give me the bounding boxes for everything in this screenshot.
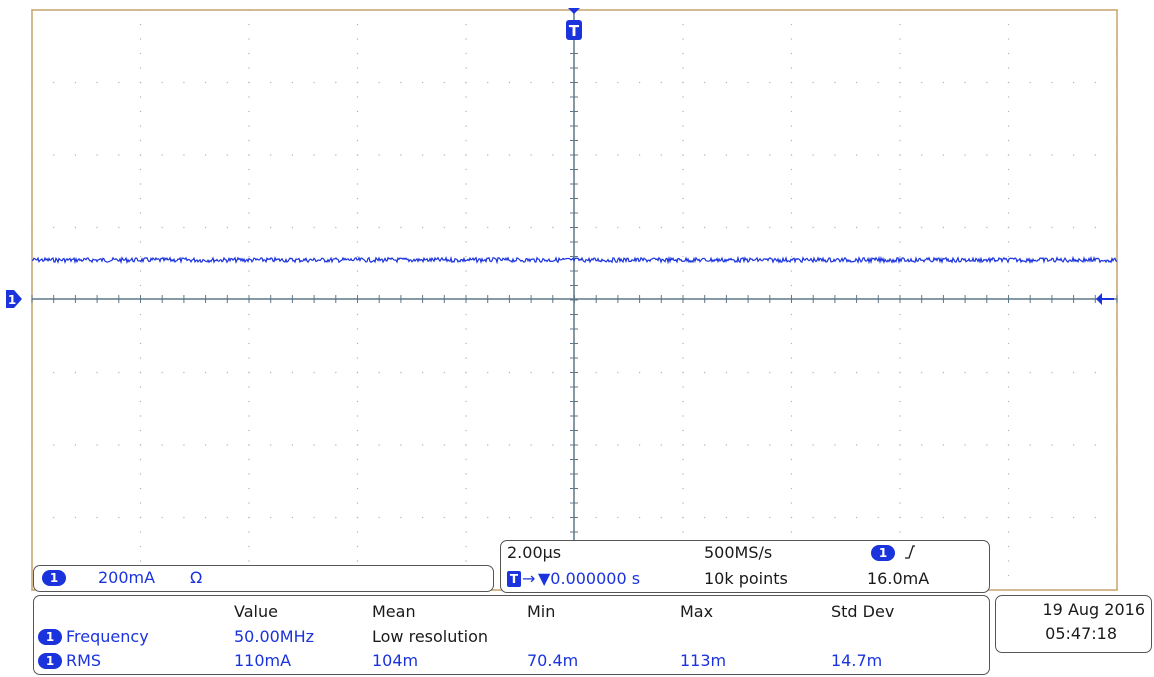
trigger-level-arrow-icon[interactable] bbox=[1096, 293, 1114, 305]
coupling-symbol: Ω bbox=[190, 568, 203, 587]
row-1-value: 50.00MHz bbox=[234, 627, 315, 646]
header-value: Value bbox=[234, 602, 278, 621]
time: 05:47:18 bbox=[1045, 624, 1117, 643]
record-length: 10k points bbox=[704, 569, 788, 588]
header-mean: Mean bbox=[372, 602, 416, 621]
time-per-div: 2.00µs bbox=[507, 543, 562, 562]
timebase-trigger-panel[interactable]: 2.00µs 500MS/s 1 T → ▼0.000000 s 10k poi… bbox=[500, 540, 990, 593]
trigger-position: ▼0.000000 s bbox=[538, 569, 641, 588]
datetime-panel: 19 Aug 2016 05:47:18 bbox=[995, 595, 1152, 653]
arrow-right-icon: → bbox=[522, 569, 536, 588]
channel-1-badge: 1 bbox=[42, 570, 66, 586]
channel-info-panel[interactable]: 1 200mA Ω bbox=[33, 565, 494, 592]
trigger-position-marker[interactable]: T bbox=[566, 8, 582, 40]
row-2-value: 110mA bbox=[234, 651, 292, 670]
axis-ticks bbox=[31, 9, 1118, 591]
trigger-marker-label: T bbox=[569, 22, 580, 40]
row-2-min: 70.4m bbox=[527, 651, 579, 670]
channel-1-trace bbox=[31, 255, 1118, 265]
row-1-channel-badge: 1 bbox=[38, 629, 62, 645]
row-2-std-dev: 14.7m bbox=[831, 651, 883, 670]
channel-1-ground-marker[interactable]: 1 bbox=[6, 290, 22, 308]
row-1-name: Frequency bbox=[66, 627, 149, 646]
header-max: Max bbox=[680, 602, 714, 621]
trigger-level: 16.0mA bbox=[867, 569, 930, 588]
header-min: Min bbox=[527, 602, 556, 621]
row-2-max: 113m bbox=[680, 651, 727, 670]
channel-scale: 200mA bbox=[98, 568, 156, 587]
channel-marker-label: 1 bbox=[8, 293, 16, 307]
row-2-mean: 104m bbox=[372, 651, 419, 670]
row-1-mean: Low resolution bbox=[372, 627, 489, 646]
trigger-marker-small: T bbox=[507, 571, 521, 587]
trigger-channel-badge: 1 bbox=[871, 545, 895, 561]
date: 19 Aug 2016 bbox=[1042, 600, 1146, 619]
row-2-name: RMS bbox=[66, 651, 102, 670]
sample-rate: 500MS/s bbox=[704, 543, 773, 562]
measurements-panel[interactable]: Value Mean Min Max Std Dev 1 Frequency 5… bbox=[33, 595, 990, 675]
header-std-dev: Std Dev bbox=[831, 602, 895, 621]
row-2-channel-badge: 1 bbox=[38, 653, 62, 669]
rising-edge-icon bbox=[905, 545, 915, 559]
